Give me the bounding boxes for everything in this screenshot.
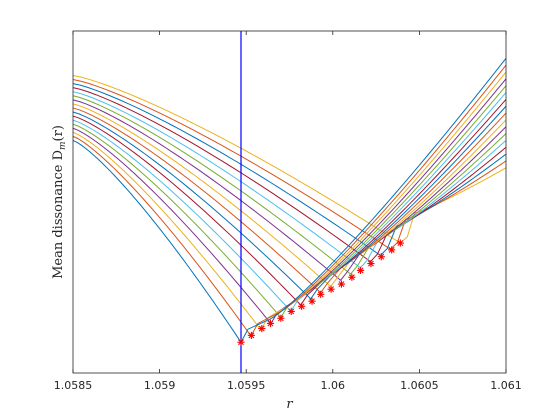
series-line xyxy=(72,105,507,300)
x-tick-label: 1.0605 xyxy=(400,379,439,392)
star-marker xyxy=(237,338,245,346)
plot-frame xyxy=(72,30,507,374)
y-axis-label-text: Mean dissonance D xyxy=(51,150,66,279)
star-marker xyxy=(337,280,346,288)
y-axis-label-subscript: m xyxy=(58,141,68,150)
star-marker xyxy=(367,259,375,268)
series-line xyxy=(72,87,507,263)
x-tick-label: 1.059 xyxy=(144,379,176,392)
star-marker xyxy=(388,246,396,254)
star-marker xyxy=(298,302,306,310)
star-marker xyxy=(258,324,266,333)
x-tick-label: 1.061 xyxy=(490,379,522,392)
y-axis-label-group: Mean dissonance Dm(r) xyxy=(51,125,68,279)
y-axis-label: Mean dissonance Dm(r) xyxy=(51,125,68,279)
series-line xyxy=(72,92,507,313)
star-marker xyxy=(327,285,335,293)
series-line xyxy=(72,99,507,306)
x-tick-label: 1.0585 xyxy=(54,379,93,392)
x-ticks: 1.0585 1.059 1.0595 1.06 1.0605 1.061 xyxy=(54,31,522,392)
star-marker xyxy=(277,314,285,322)
x-tick-label: 1.0595 xyxy=(227,379,266,392)
x-tick-label: 1.06 xyxy=(321,379,346,392)
minimum-markers xyxy=(237,239,404,346)
star-marker xyxy=(317,290,325,298)
star-marker xyxy=(266,319,275,328)
star-marker xyxy=(308,297,316,305)
star-marker xyxy=(287,307,295,316)
star-marker xyxy=(356,266,365,274)
y-axis-label-suffix: (r) xyxy=(51,125,66,141)
series-line xyxy=(72,71,507,331)
star-marker xyxy=(247,331,255,339)
star-marker xyxy=(348,273,356,281)
series-line xyxy=(72,74,507,244)
star-marker xyxy=(377,253,385,261)
series-line xyxy=(72,95,507,275)
star-marker xyxy=(396,239,404,247)
series-line xyxy=(72,107,507,294)
series-lines xyxy=(72,58,507,344)
series-line xyxy=(72,83,507,257)
series-line xyxy=(72,103,507,288)
series-line xyxy=(72,91,507,269)
series-line xyxy=(72,99,507,281)
series-line xyxy=(72,64,507,337)
x-axis-label: r xyxy=(286,397,293,412)
series-line xyxy=(72,58,507,344)
